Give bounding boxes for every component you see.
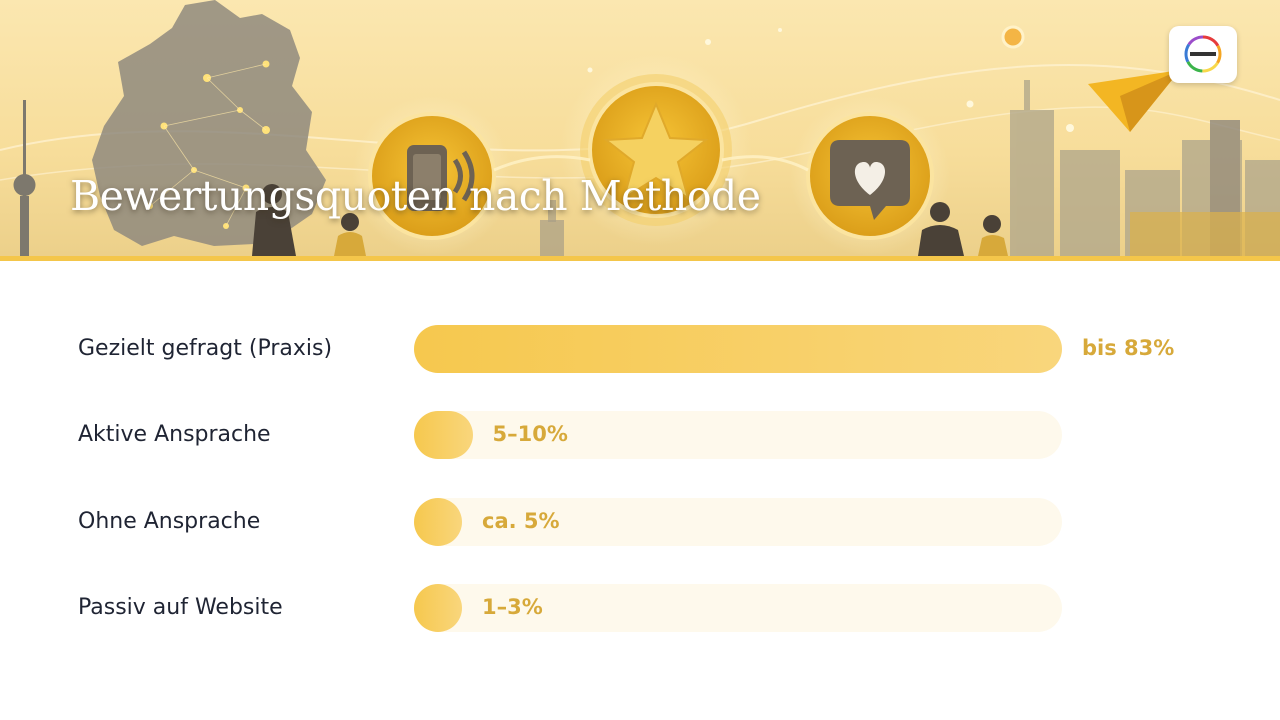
heart-bubble-coin-icon: [806, 112, 934, 240]
tv-tower-icon: [13, 100, 36, 256]
logo-badge: [1169, 26, 1237, 83]
bar-label: Aktive Ansprache: [78, 422, 271, 448]
bar-value-label: 1–3%: [482, 594, 543, 619]
bar-value-label: 5–10%: [492, 422, 568, 447]
banner-illustration: [0, 0, 1280, 256]
bar: [414, 411, 473, 460]
bar-label: Ohne Ansprache: [78, 508, 261, 534]
bar-label: Passiv auf Website: [78, 594, 283, 620]
bar-value-label: ca. 5%: [482, 508, 560, 533]
bar-chart: Gezielt gefragt (Praxis) bis 83% Aktive An…: [0, 262, 1280, 720]
germany-map-icon: [92, 0, 326, 246]
phone-signal-coin-icon: [368, 112, 496, 240]
rainbow-ring-logo-icon: [1184, 35, 1222, 73]
header-divider: [0, 256, 1280, 261]
page-title: Bewertungsquoten nach Methode: [70, 172, 761, 220]
people-silhouettes: [252, 184, 1008, 256]
bar-label: Gezielt gefragt (Praxis): [78, 336, 333, 361]
skyline: [1010, 80, 1280, 256]
bar-value-label: bis 83%: [1082, 336, 1175, 360]
paper-plane-icon: [1088, 70, 1180, 132]
bar-track: [414, 583, 1062, 632]
bar: [414, 325, 1062, 373]
star-coin-icon: [580, 74, 732, 226]
bar-track: [414, 497, 1062, 546]
bar-track: [414, 411, 1062, 460]
header-banner: Bewertungsquoten nach Methode: [0, 0, 1280, 256]
bar: [414, 583, 462, 632]
bar: [414, 497, 462, 546]
